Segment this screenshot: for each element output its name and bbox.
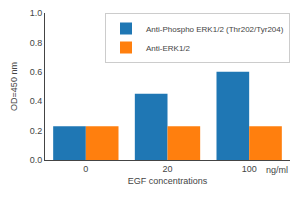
svg-text:1.0: 1.0 — [30, 8, 43, 18]
svg-text:0.6: 0.6 — [30, 67, 43, 77]
svg-text:0.2: 0.2 — [30, 126, 43, 136]
svg-text:0.8: 0.8 — [30, 38, 43, 48]
svg-text:EGF concentrations: EGF concentrations — [128, 176, 208, 186]
svg-text:Anti-ERK1/2: Anti-ERK1/2 — [146, 44, 191, 53]
svg-text:ng/ml: ng/ml — [266, 165, 288, 175]
svg-text:Anti-Phospho ERK1/2 (Thr202/Ty: Anti-Phospho ERK1/2 (Thr202/Tyr204) — [146, 25, 284, 34]
svg-text:0.4: 0.4 — [30, 96, 43, 106]
svg-text:20: 20 — [162, 164, 172, 174]
svg-text:0: 0 — [83, 164, 88, 174]
svg-text:OD=450 nm: OD=450 nm — [9, 62, 19, 111]
svg-text:0.0: 0.0 — [30, 155, 43, 165]
svg-text:100: 100 — [242, 164, 257, 174]
